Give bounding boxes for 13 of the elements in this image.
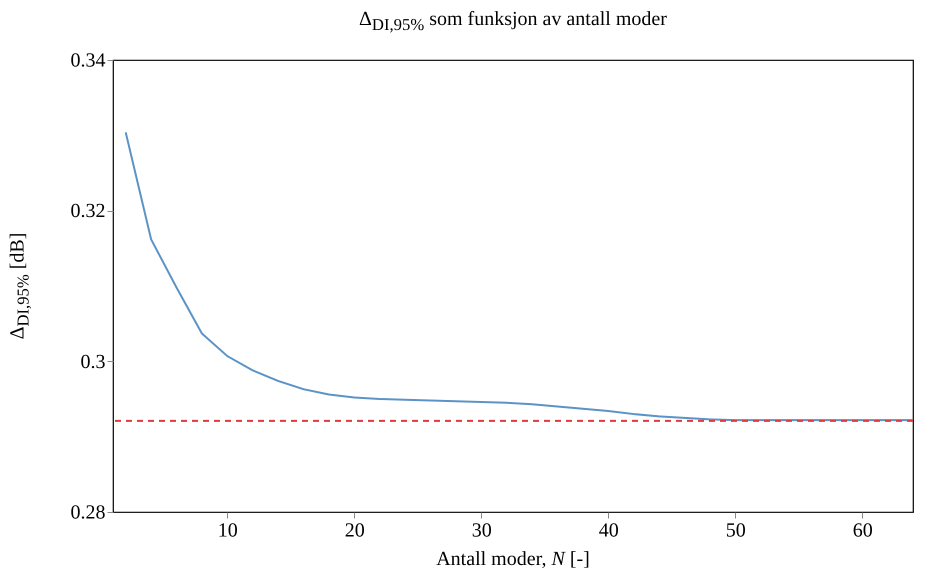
y-tick-label: 0.34 (70, 50, 106, 72)
chart-title: Δ$_{DI,95%}$ som funksjon av antall moder (358, 8, 668, 35)
x-tick-label: 50 (726, 520, 746, 542)
y-tick-label: 0.32 (70, 200, 106, 222)
y-tick-label: 0.3 (80, 350, 106, 373)
x-tick-label: 20 (344, 520, 365, 542)
x-tick-label: 40 (598, 520, 619, 542)
x-tick-label: 30 (472, 520, 492, 542)
y-tick-label: 0.28 (70, 502, 106, 524)
x-axis-title: Antall moder, N [-] (435, 548, 591, 571)
line-series (124, 131, 913, 422)
x-tick-label: 60 (852, 520, 873, 542)
x-tick-label: 10 (218, 520, 238, 542)
